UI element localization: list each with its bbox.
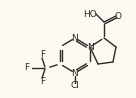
Text: N: N (87, 43, 93, 52)
Text: HO: HO (83, 10, 97, 19)
Text: F: F (24, 64, 30, 73)
Text: Cl: Cl (71, 82, 79, 90)
Text: N: N (72, 69, 78, 78)
Text: N: N (72, 34, 78, 43)
Text: O: O (115, 11, 121, 20)
Text: F: F (40, 78, 46, 87)
Text: F: F (40, 49, 46, 59)
